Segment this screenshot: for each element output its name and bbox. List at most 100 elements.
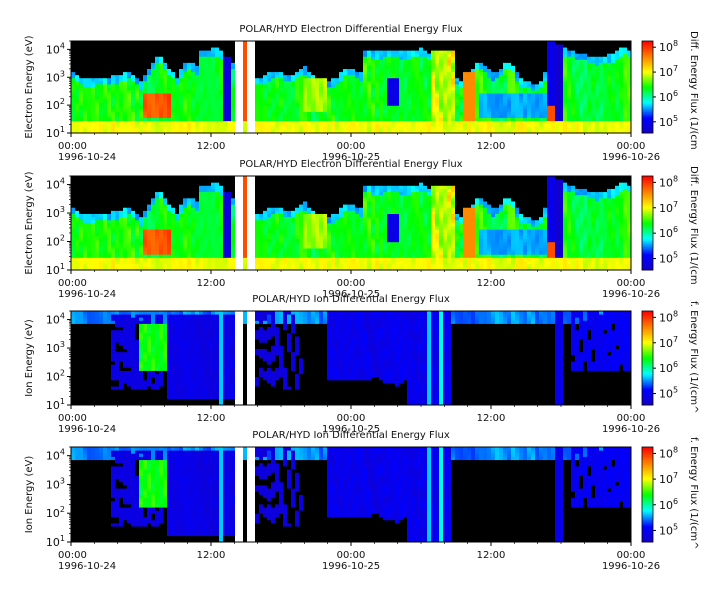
heatmap-cell bbox=[303, 59, 307, 62]
heatmap-cell bbox=[439, 127, 443, 130]
heatmap-cell bbox=[263, 87, 267, 90]
heatmap-cell bbox=[123, 56, 127, 59]
heatmap-cell bbox=[559, 44, 563, 47]
heatmap-cell bbox=[307, 84, 311, 87]
heatmap-cell bbox=[199, 115, 203, 118]
heatmap-cell bbox=[131, 204, 135, 208]
heatmap-cell bbox=[363, 108, 367, 111]
heatmap-cell bbox=[507, 56, 511, 59]
heatmap-cell bbox=[471, 102, 475, 105]
heatmap-cell bbox=[563, 115, 567, 118]
heatmap-cell bbox=[215, 75, 219, 78]
heatmap-cell bbox=[523, 44, 527, 47]
heatmap-cell bbox=[191, 96, 195, 99]
heatmap-cell bbox=[111, 96, 115, 99]
heatmap-cell bbox=[363, 41, 367, 44]
heatmap-cell bbox=[339, 59, 343, 62]
heatmap-cell bbox=[579, 50, 583, 53]
heatmap-cell bbox=[319, 56, 323, 59]
heatmap-cell bbox=[371, 93, 375, 96]
heatmap-cell bbox=[587, 41, 591, 44]
heatmap-cell bbox=[355, 115, 359, 118]
heatmap-cell bbox=[515, 121, 519, 124]
heatmap-cell bbox=[579, 127, 583, 130]
heatmap-cell bbox=[163, 90, 167, 93]
heatmap-cell bbox=[303, 118, 307, 121]
heatmap-cell bbox=[135, 108, 139, 111]
heatmap-cell bbox=[431, 41, 435, 44]
heatmap-cell bbox=[387, 115, 391, 118]
heatmap-cell bbox=[191, 66, 195, 69]
heatmap-cell bbox=[379, 127, 383, 130]
heatmap-cell bbox=[151, 257, 155, 261]
heatmap-cell bbox=[579, 56, 583, 59]
heatmap-cell bbox=[375, 47, 379, 50]
heatmap-cell bbox=[371, 81, 375, 84]
heatmap-cell bbox=[251, 78, 255, 81]
heatmap-cell bbox=[163, 66, 167, 69]
heatmap-cell bbox=[615, 53, 619, 56]
heatmap-cell bbox=[475, 72, 479, 75]
heatmap-cell bbox=[287, 90, 291, 93]
heatmap-cell bbox=[491, 90, 495, 93]
heatmap-cell bbox=[315, 118, 319, 121]
heatmap-cell bbox=[367, 41, 371, 44]
heatmap-cell bbox=[103, 204, 107, 208]
heatmap-cell bbox=[155, 93, 159, 96]
heatmap-cell bbox=[431, 81, 435, 84]
heatmap-cell bbox=[79, 223, 83, 227]
heatmap-cell bbox=[463, 50, 467, 53]
heatmap-cell bbox=[547, 99, 551, 102]
heatmap-cell bbox=[135, 182, 139, 186]
heatmap-cell bbox=[531, 53, 535, 56]
heatmap-cell bbox=[179, 115, 183, 118]
heatmap-cell bbox=[111, 251, 115, 255]
heatmap-cell bbox=[91, 96, 95, 99]
spectrogram-panel-2: POLAR/HYD Electron Differential Energy F… bbox=[24, 159, 699, 300]
heatmap-cell bbox=[511, 90, 515, 93]
heatmap-cell bbox=[327, 72, 331, 75]
heatmap-cell bbox=[91, 242, 95, 246]
heatmap-cell bbox=[383, 105, 387, 108]
heatmap-cell bbox=[75, 75, 79, 78]
heatmap-cell bbox=[355, 124, 359, 127]
heatmap-cell bbox=[467, 62, 471, 65]
heatmap-cell bbox=[107, 204, 111, 208]
heatmap-cell bbox=[407, 108, 411, 111]
heatmap-cell bbox=[551, 72, 555, 75]
heatmap-cell bbox=[395, 99, 399, 102]
heatmap-cell bbox=[523, 93, 527, 96]
heatmap-cell bbox=[279, 87, 283, 90]
heatmap-cell bbox=[431, 62, 435, 65]
heatmap-cell bbox=[155, 66, 159, 69]
heatmap-cell bbox=[135, 189, 139, 193]
heatmap-cell bbox=[99, 75, 103, 78]
heatmap-cell bbox=[163, 112, 167, 115]
heatmap-cell bbox=[383, 53, 387, 56]
heatmap-cell bbox=[223, 84, 227, 87]
heatmap-cell bbox=[579, 112, 583, 115]
heatmap-cell bbox=[507, 96, 511, 99]
heatmap-cell bbox=[439, 90, 443, 93]
heatmap-cell bbox=[243, 112, 247, 115]
heatmap-cell bbox=[79, 118, 83, 121]
heatmap-cell bbox=[95, 93, 99, 96]
heatmap-cell bbox=[95, 214, 99, 218]
heatmap-cell bbox=[95, 220, 99, 224]
heatmap-cell bbox=[267, 90, 271, 93]
heatmap-cell bbox=[607, 84, 611, 87]
heatmap-cell bbox=[291, 50, 295, 53]
heatmap-cell bbox=[563, 118, 567, 121]
heatmap-cell bbox=[243, 102, 247, 105]
heatmap-cell bbox=[503, 102, 507, 105]
heatmap-cell bbox=[411, 78, 415, 81]
heatmap-cell bbox=[103, 59, 107, 62]
heatmap-cell bbox=[103, 176, 107, 180]
heatmap-cell bbox=[135, 245, 139, 249]
heatmap-cell bbox=[311, 66, 315, 69]
heatmap-cell bbox=[371, 112, 375, 115]
heatmap-cell bbox=[319, 41, 323, 44]
heatmap-cell bbox=[123, 204, 127, 208]
heatmap-cell bbox=[99, 179, 103, 183]
heatmap-cell bbox=[123, 118, 127, 121]
